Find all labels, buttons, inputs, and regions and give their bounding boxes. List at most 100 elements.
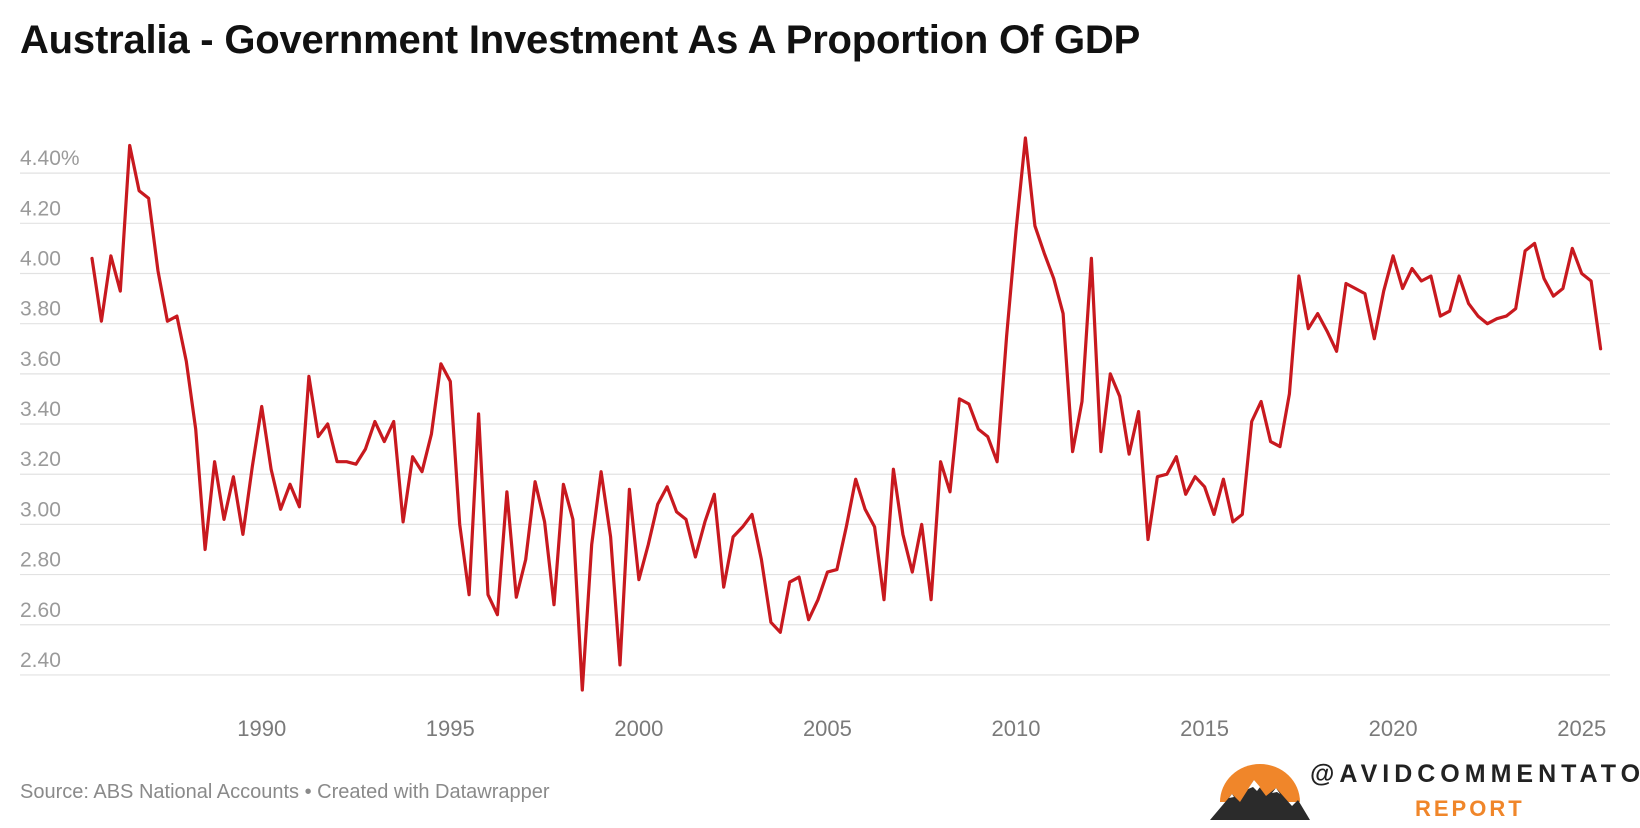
- data-point[interactable]: [1287, 391, 1292, 396]
- data-point[interactable]: [599, 469, 604, 474]
- data-point[interactable]: [448, 379, 453, 384]
- data-point[interactable]: [1127, 452, 1132, 457]
- data-point[interactable]: [1344, 281, 1349, 286]
- data-point[interactable]: [1278, 444, 1283, 449]
- data-point[interactable]: [938, 459, 943, 464]
- data-point[interactable]: [1315, 311, 1320, 316]
- data-point[interactable]: [618, 662, 623, 667]
- data-point[interactable]: [636, 577, 641, 582]
- data-point[interactable]: [693, 555, 698, 560]
- data-point[interactable]: [1221, 477, 1226, 482]
- data-point[interactable]: [561, 482, 566, 487]
- data-point[interactable]: [486, 592, 491, 597]
- data-point[interactable]: [608, 534, 613, 539]
- data-point[interactable]: [90, 256, 95, 261]
- data-point[interactable]: [146, 196, 151, 201]
- data-point[interactable]: [1117, 394, 1122, 399]
- data-point[interactable]: [1485, 321, 1490, 326]
- data-point[interactable]: [1146, 537, 1151, 542]
- data-point[interactable]: [684, 517, 689, 522]
- data-point[interactable]: [1296, 274, 1301, 279]
- data-point[interactable]: [825, 570, 830, 575]
- data-point[interactable]: [401, 519, 406, 524]
- data-point[interactable]: [165, 319, 170, 324]
- data-point[interactable]: [1400, 286, 1405, 291]
- data-point[interactable]: [1447, 309, 1452, 314]
- data-point[interactable]: [1372, 336, 1377, 341]
- data-point[interactable]: [1428, 274, 1433, 279]
- data-point[interactable]: [1108, 371, 1113, 376]
- data-point[interactable]: [844, 524, 849, 529]
- data-point[interactable]: [674, 509, 679, 514]
- data-point[interactable]: [957, 396, 962, 401]
- data-point[interactable]: [156, 268, 161, 273]
- data-point[interactable]: [589, 542, 594, 547]
- data-point[interactable]: [184, 359, 189, 364]
- data-point[interactable]: [759, 557, 764, 562]
- data-point[interactable]: [1032, 223, 1037, 228]
- data-point[interactable]: [306, 374, 311, 379]
- data-point[interactable]: [127, 143, 132, 148]
- data-point[interactable]: [1089, 256, 1094, 261]
- data-point[interactable]: [382, 439, 387, 444]
- data-point[interactable]: [1249, 419, 1254, 424]
- data-point[interactable]: [712, 492, 717, 497]
- data-point[interactable]: [882, 597, 887, 602]
- data-point[interactable]: [174, 314, 179, 319]
- data-point[interactable]: [787, 580, 792, 585]
- data-point[interactable]: [1523, 248, 1528, 253]
- data-point[interactable]: [1570, 246, 1575, 251]
- data-point[interactable]: [731, 534, 736, 539]
- data-point[interactable]: [1476, 314, 1481, 319]
- data-point[interactable]: [1136, 409, 1141, 414]
- data-point[interactable]: [778, 630, 783, 635]
- data-point[interactable]: [1051, 276, 1056, 281]
- data-point[interactable]: [231, 474, 236, 479]
- data-point[interactable]: [212, 459, 217, 464]
- data-point[interactable]: [222, 517, 227, 522]
- data-point[interactable]: [1504, 314, 1509, 319]
- data-point[interactable]: [108, 253, 113, 258]
- data-point[interactable]: [363, 447, 368, 452]
- data-point[interactable]: [1155, 474, 1160, 479]
- data-point[interactable]: [335, 459, 340, 464]
- data-point[interactable]: [768, 620, 773, 625]
- data-point[interactable]: [504, 489, 509, 494]
- data-point[interactable]: [1579, 271, 1584, 276]
- data-point[interactable]: [316, 434, 321, 439]
- data-point[interactable]: [410, 454, 415, 459]
- data-point[interactable]: [1061, 311, 1066, 316]
- data-point[interactable]: [1098, 449, 1103, 454]
- data-point[interactable]: [1381, 289, 1386, 294]
- data-point[interactable]: [655, 502, 660, 507]
- data-point[interactable]: [1457, 274, 1462, 279]
- data-point[interactable]: [1268, 439, 1273, 444]
- data-point[interactable]: [910, 570, 915, 575]
- data-point[interactable]: [1419, 279, 1424, 284]
- data-point[interactable]: [118, 289, 123, 294]
- data-point[interactable]: [495, 612, 500, 617]
- data-point[interactable]: [1183, 492, 1188, 497]
- data-point[interactable]: [1542, 276, 1547, 281]
- data-point[interactable]: [570, 517, 575, 522]
- data-point[interactable]: [259, 404, 264, 409]
- data-point[interactable]: [1391, 253, 1396, 258]
- data-point[interactable]: [1202, 484, 1207, 489]
- data-point[interactable]: [580, 688, 585, 693]
- data-point[interactable]: [1494, 316, 1499, 321]
- data-point[interactable]: [1230, 519, 1235, 524]
- data-point[interactable]: [872, 524, 877, 529]
- data-point[interactable]: [721, 585, 726, 590]
- data-point[interactable]: [1004, 334, 1009, 339]
- data-point[interactable]: [542, 519, 547, 524]
- data-point[interactable]: [1551, 294, 1556, 299]
- data-point[interactable]: [1193, 474, 1198, 479]
- data-point[interactable]: [966, 401, 971, 406]
- data-point[interactable]: [948, 489, 953, 494]
- data-point[interactable]: [438, 361, 443, 366]
- data-point[interactable]: [1513, 306, 1518, 311]
- data-point[interactable]: [853, 477, 858, 482]
- data-point[interactable]: [627, 487, 632, 492]
- data-point[interactable]: [514, 595, 519, 600]
- data-point[interactable]: [1212, 512, 1217, 517]
